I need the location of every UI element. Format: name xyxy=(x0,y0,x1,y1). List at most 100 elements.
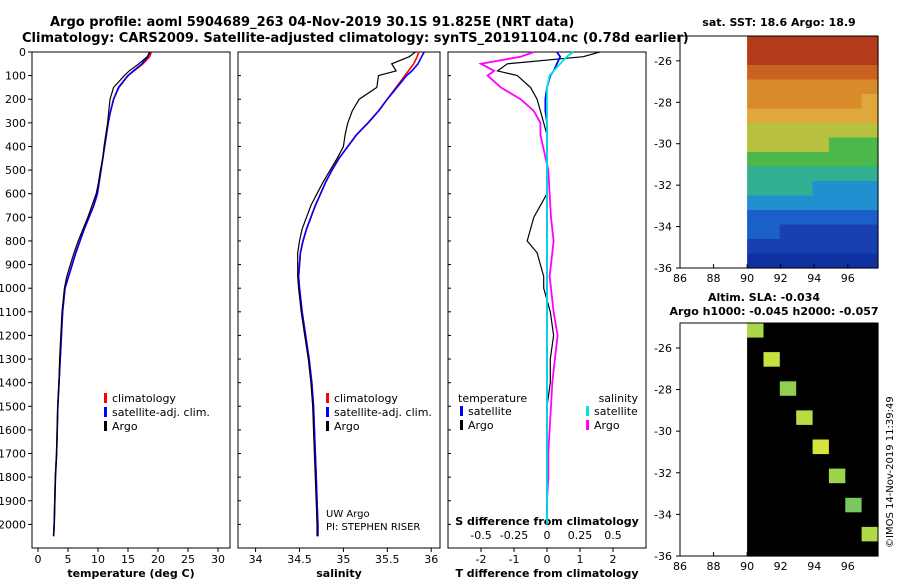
y-tick-label: -26 xyxy=(654,55,672,68)
map-cell xyxy=(796,36,814,52)
map-cell xyxy=(828,253,846,269)
y-tick-label: 900 xyxy=(5,259,26,272)
map-cell xyxy=(828,497,846,513)
map-cell xyxy=(845,239,863,255)
map-cell xyxy=(779,410,797,426)
y-tick-label: 100 xyxy=(5,70,26,83)
map-cell xyxy=(779,395,797,411)
map-cell xyxy=(796,323,814,339)
map-cell xyxy=(828,137,846,153)
x-tick-label: 90 xyxy=(740,272,754,285)
y-tick-label: 1300 xyxy=(0,353,26,366)
x-tick-label: 86 xyxy=(673,560,687,573)
map-cell xyxy=(796,439,814,455)
series-line-salinity-argo xyxy=(478,51,559,525)
panel-difference: -2 -1 0 1 2-0.5 -0.25 0 0.25 0.5S difference fro… xyxy=(447,51,647,580)
map-cell xyxy=(779,36,797,52)
map-cell xyxy=(812,483,830,499)
map-cell xyxy=(763,497,781,513)
map-title: sat. SST: 18.6 Argo: 18.9 xyxy=(702,16,855,29)
panel-salinity: 34 34.5 35 35.5 36 salinity climatologysatelli… xyxy=(237,51,441,580)
secondary-tick-label: 0 xyxy=(544,529,551,542)
map-cell xyxy=(861,381,879,397)
legend-label: Argo xyxy=(468,419,494,432)
map-cell xyxy=(845,512,863,528)
map-cell xyxy=(812,512,830,528)
map-cell xyxy=(812,253,830,269)
y-tick-label: -28 xyxy=(654,96,672,109)
map-cell xyxy=(845,79,863,95)
map-cell xyxy=(845,65,863,81)
x-tick-label: -1 xyxy=(509,553,520,566)
map-cell xyxy=(845,195,863,211)
map-cell xyxy=(779,424,797,441)
map-cell xyxy=(747,108,765,124)
legend-label: satellite xyxy=(594,405,638,418)
map-cell xyxy=(796,195,814,211)
map-cell xyxy=(812,152,830,168)
map-cell xyxy=(747,224,765,240)
map-cell xyxy=(812,210,830,226)
map-cell xyxy=(779,166,797,182)
map-cell xyxy=(779,468,797,484)
y-tick-label: -36 xyxy=(654,550,672,563)
map-cell xyxy=(861,195,879,211)
map-cell xyxy=(828,108,846,124)
map-cell xyxy=(779,181,797,197)
map-cell xyxy=(828,65,846,81)
map-cell xyxy=(828,366,846,382)
y-tick-label: -32 xyxy=(654,179,672,192)
map-cell xyxy=(763,166,781,182)
map-cell xyxy=(747,152,765,168)
x-tick-label: 35.5 xyxy=(375,553,400,566)
secondary-tick-label: 0.25 xyxy=(568,529,593,542)
legend-title: temperature xyxy=(458,392,527,405)
legend-label: Argo xyxy=(112,420,138,433)
x-tick-label: 96 xyxy=(841,272,855,285)
series-line-satellite-adj-clim- xyxy=(52,51,151,537)
plot-frame xyxy=(31,51,231,549)
map-cell xyxy=(763,181,781,197)
map-cell xyxy=(796,366,814,382)
map-cell xyxy=(812,468,830,484)
legend-label: climatology xyxy=(112,392,176,405)
map-frame xyxy=(679,322,879,557)
legend-label: satellite-adj. clim. xyxy=(334,406,432,419)
series-line-climatology xyxy=(297,51,420,537)
map-cell xyxy=(861,65,879,81)
map-cell xyxy=(845,483,863,499)
map-cell xyxy=(763,410,781,426)
map-cell xyxy=(763,395,781,411)
map-cell xyxy=(779,224,797,240)
map-cell xyxy=(861,395,879,411)
map-cell xyxy=(747,410,765,426)
map-cell xyxy=(763,79,781,95)
map-cell xyxy=(812,454,830,470)
x-tick-label: 94 xyxy=(807,560,821,573)
map-cell xyxy=(747,36,765,52)
map-cell xyxy=(861,497,879,513)
map-cell xyxy=(861,137,879,153)
map-cell xyxy=(796,210,814,226)
map-cell xyxy=(747,323,765,339)
map-cell xyxy=(845,152,863,168)
map-cell xyxy=(845,166,863,182)
map-cell xyxy=(812,50,830,66)
map-cell xyxy=(861,526,879,543)
y-tick-label: 0 xyxy=(19,46,26,59)
map-cell xyxy=(796,65,814,81)
map-cell xyxy=(828,541,846,557)
map-cell xyxy=(861,424,879,441)
map-cell xyxy=(763,195,781,211)
map-cell xyxy=(796,424,814,441)
map-cell xyxy=(779,512,797,528)
series-line-salinity-satellite xyxy=(546,51,574,525)
legend-label: satellite xyxy=(468,405,512,418)
map-cell xyxy=(747,424,765,441)
map-cell xyxy=(747,253,765,269)
plot-frame xyxy=(237,51,441,549)
figure-subtitle: Climatology: CARS2009. Satellite-adjuste… xyxy=(22,31,689,46)
map-cell xyxy=(812,381,830,397)
map-cell xyxy=(763,541,781,557)
